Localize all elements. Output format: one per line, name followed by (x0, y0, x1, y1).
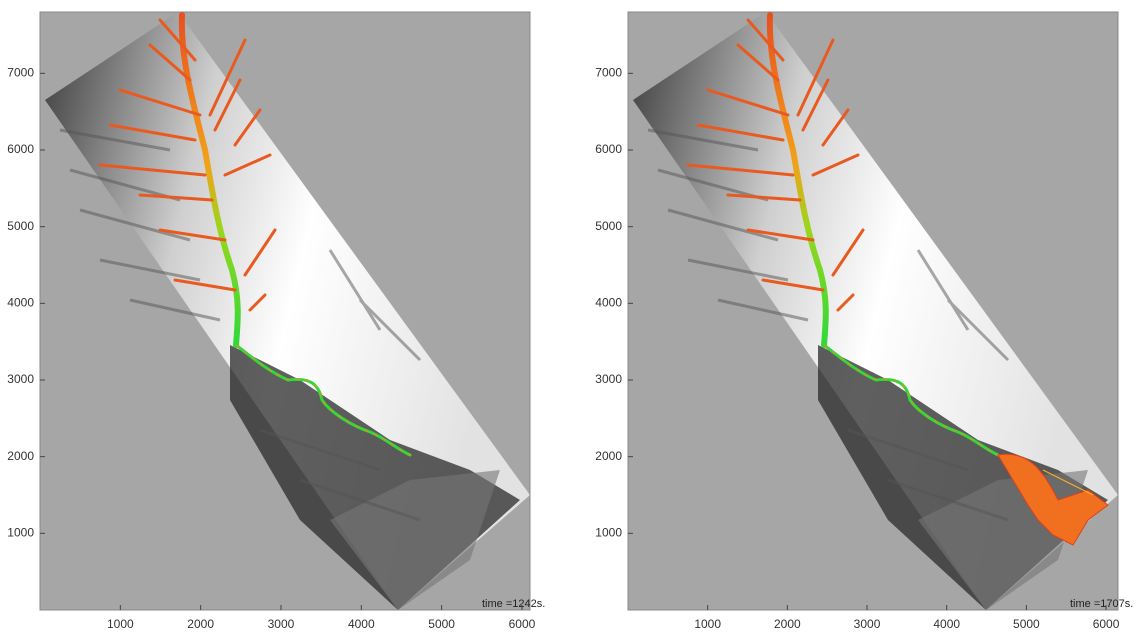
x-tick-label: 1000 (694, 617, 721, 631)
x-tick-label: 5000 (428, 617, 455, 631)
x-tick-label: 1000 (107, 617, 134, 631)
page: {"chart_data": [ {"type": "map", "xlim":… (0, 0, 1148, 635)
x-tick-label: 3000 (854, 617, 881, 631)
y-tick-label: 6000 (595, 142, 622, 156)
y-tick-label: 4000 (595, 296, 622, 310)
y-tick-label: 1000 (595, 526, 622, 540)
time-annotation: time =1707s. (1070, 598, 1133, 610)
y-tick-label: 2000 (7, 449, 34, 463)
x-tick-label: 2000 (187, 617, 214, 631)
y-tick-label: 7000 (7, 66, 34, 80)
y-tick-label: 4000 (7, 296, 34, 310)
y-tick-label: 3000 (595, 372, 622, 386)
x-tick-label: 6000 (1093, 617, 1120, 631)
time-annotation: time =1242s. (482, 598, 545, 610)
figure: 1000 2000 3000 4000 5000 6000 1000 2000 3000 4000… (0, 0, 1148, 635)
y-tick-label: 1000 (7, 526, 34, 540)
x-tick-label: 3000 (268, 617, 295, 631)
y-tick-label: 2000 (595, 449, 622, 463)
x-tick-label: 4000 (933, 617, 960, 631)
y-tick-label: 3000 (7, 372, 34, 386)
y-tick-label: 5000 (595, 219, 622, 233)
x-tick-label: 4000 (348, 617, 375, 631)
y-tick-label: 6000 (7, 142, 34, 156)
y-tick-label: 5000 (7, 219, 34, 233)
y-tick-label: 7000 (595, 66, 622, 80)
x-tick-label: 5000 (1013, 617, 1040, 631)
x-tick-label: 2000 (774, 617, 801, 631)
x-tick-label: 6000 (509, 617, 536, 631)
